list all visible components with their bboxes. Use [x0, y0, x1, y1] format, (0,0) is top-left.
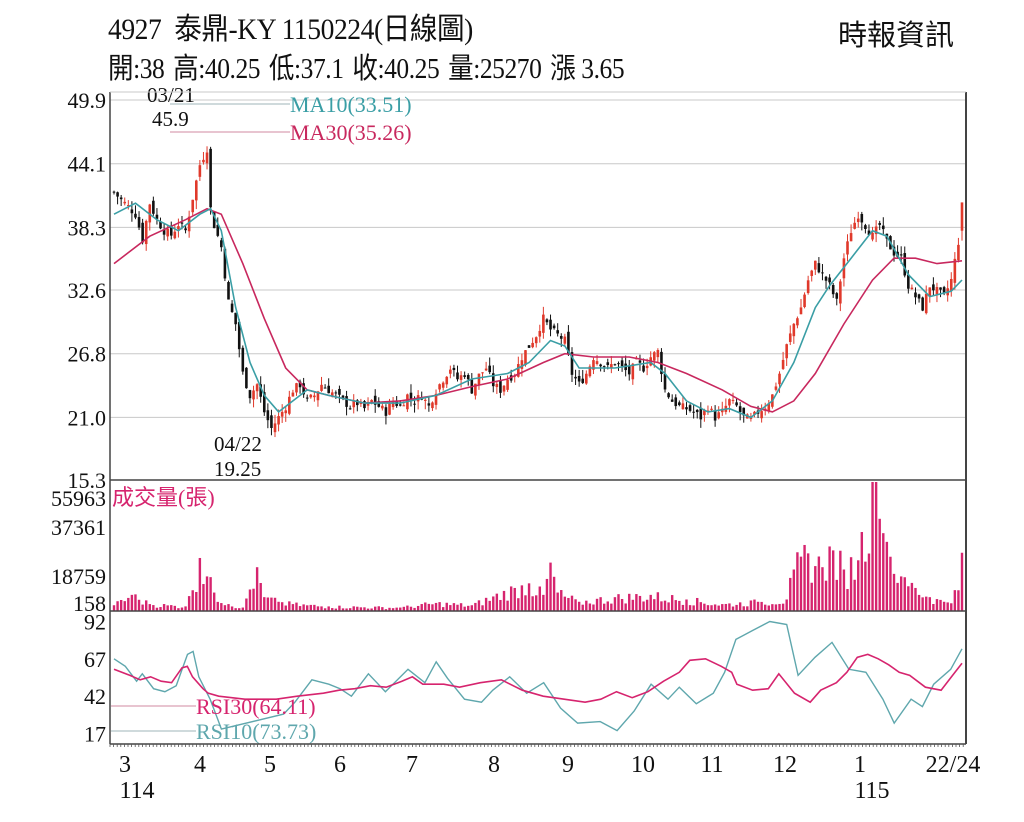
open-value: 開:38 — [108, 53, 165, 85]
stock-name: 泰鼎-KY — [174, 13, 276, 46]
x-tick-label: 1 — [854, 752, 866, 778]
date-type: 1150224(日線圖) — [281, 13, 474, 46]
ma10-legend: MA10(33.51) — [290, 92, 412, 117]
x-tick-label: 4 — [194, 752, 206, 778]
x-tick-label: 9 — [562, 752, 574, 778]
source-label: 時報資訊 — [838, 18, 955, 52]
candlesticks — [112, 146, 964, 438]
x-tick-label: 7 — [406, 752, 418, 778]
stock-code: 4927 — [108, 13, 162, 46]
volume-bars — [112, 482, 964, 611]
low-date-annotation: 04/22 — [214, 432, 262, 456]
rsi-y-axis: 92 67 42 17 — [84, 609, 106, 746]
svg-text:38.3: 38.3 — [68, 215, 107, 240]
svg-text:158: 158 — [73, 591, 106, 616]
low-value-annotation: 19.25 — [214, 457, 261, 481]
svg-text:67: 67 — [84, 647, 106, 672]
svg-text:49.9: 49.9 — [68, 88, 107, 113]
x-tick-label: 12 — [773, 752, 797, 778]
volume-title: 成交量(張) — [112, 485, 215, 510]
svg-text:32.6: 32.6 — [68, 278, 107, 303]
ma30-legend: MA30(35.26) — [290, 120, 412, 145]
chart-title: 4927 泰鼎-KY 1150224(日線圖) — [108, 4, 473, 48]
high-date-annotation: 03/21 — [147, 83, 195, 107]
svg-text:18759: 18759 — [51, 564, 106, 589]
svg-text:15.3: 15.3 — [68, 468, 107, 493]
x-year-label: 114 — [119, 778, 154, 804]
x-tick-label: 8 — [488, 752, 500, 778]
rsi-panel: 92 67 42 17 RSI30(64.11) RSI10(73.73) — [84, 609, 963, 747]
x-tick-label: 10 — [631, 752, 655, 778]
rsi10-legend: RSI10(73.73) — [196, 719, 316, 744]
volume-value: 量:25270 — [448, 53, 542, 85]
rsi30-line — [113, 653, 963, 704]
x-tick-label: 3 — [119, 752, 131, 778]
rsi10-line — [113, 620, 963, 732]
price-panel: 49.9 44.1 38.3 32.6 26.8 21.0 15.3 MA10(33.51)… — [68, 83, 966, 493]
x-year-label: 115 — [854, 778, 889, 804]
change-value: 漲 3.65 — [550, 53, 625, 85]
x-axis: 3 4 5 6 7 8 9 10 11 12 1 22/24 114 115 — [119, 752, 980, 804]
high-value: 高:40.25 — [173, 53, 261, 85]
svg-text:55963: 55963 — [51, 486, 106, 511]
price-y-axis: 49.9 44.1 38.3 32.6 26.8 21.0 15.3 — [68, 88, 107, 493]
x-tick-label: 5 — [264, 752, 276, 778]
low-value: 低:37.1 — [268, 53, 344, 85]
ma30-line — [113, 207, 963, 413]
price-gridlines — [110, 99, 966, 418]
chart-frame — [109, 91, 967, 747]
high-value-annotation: 45.9 — [152, 107, 189, 131]
svg-text:92: 92 — [84, 609, 106, 634]
svg-text:26.8: 26.8 — [68, 342, 107, 367]
svg-text:44.1: 44.1 — [68, 152, 107, 177]
close-value: 收:40.25 — [352, 53, 440, 85]
svg-text:42: 42 — [84, 684, 106, 709]
x-tick-label: 11 — [700, 752, 723, 778]
x-tick-label: 22/24 — [926, 752, 981, 778]
ma10-line — [113, 202, 963, 419]
ohlc-summary: 開:38 高:40.25 低:37.1 收:40.25 量:25270 漲 3.65 — [108, 45, 633, 87]
svg-text:17: 17 — [84, 722, 106, 747]
svg-text:21.0: 21.0 — [68, 405, 107, 430]
svg-text:37361: 37361 — [51, 515, 106, 540]
rsi30-legend: RSI30(64.11) — [196, 694, 316, 719]
x-tick-label: 6 — [334, 752, 346, 778]
